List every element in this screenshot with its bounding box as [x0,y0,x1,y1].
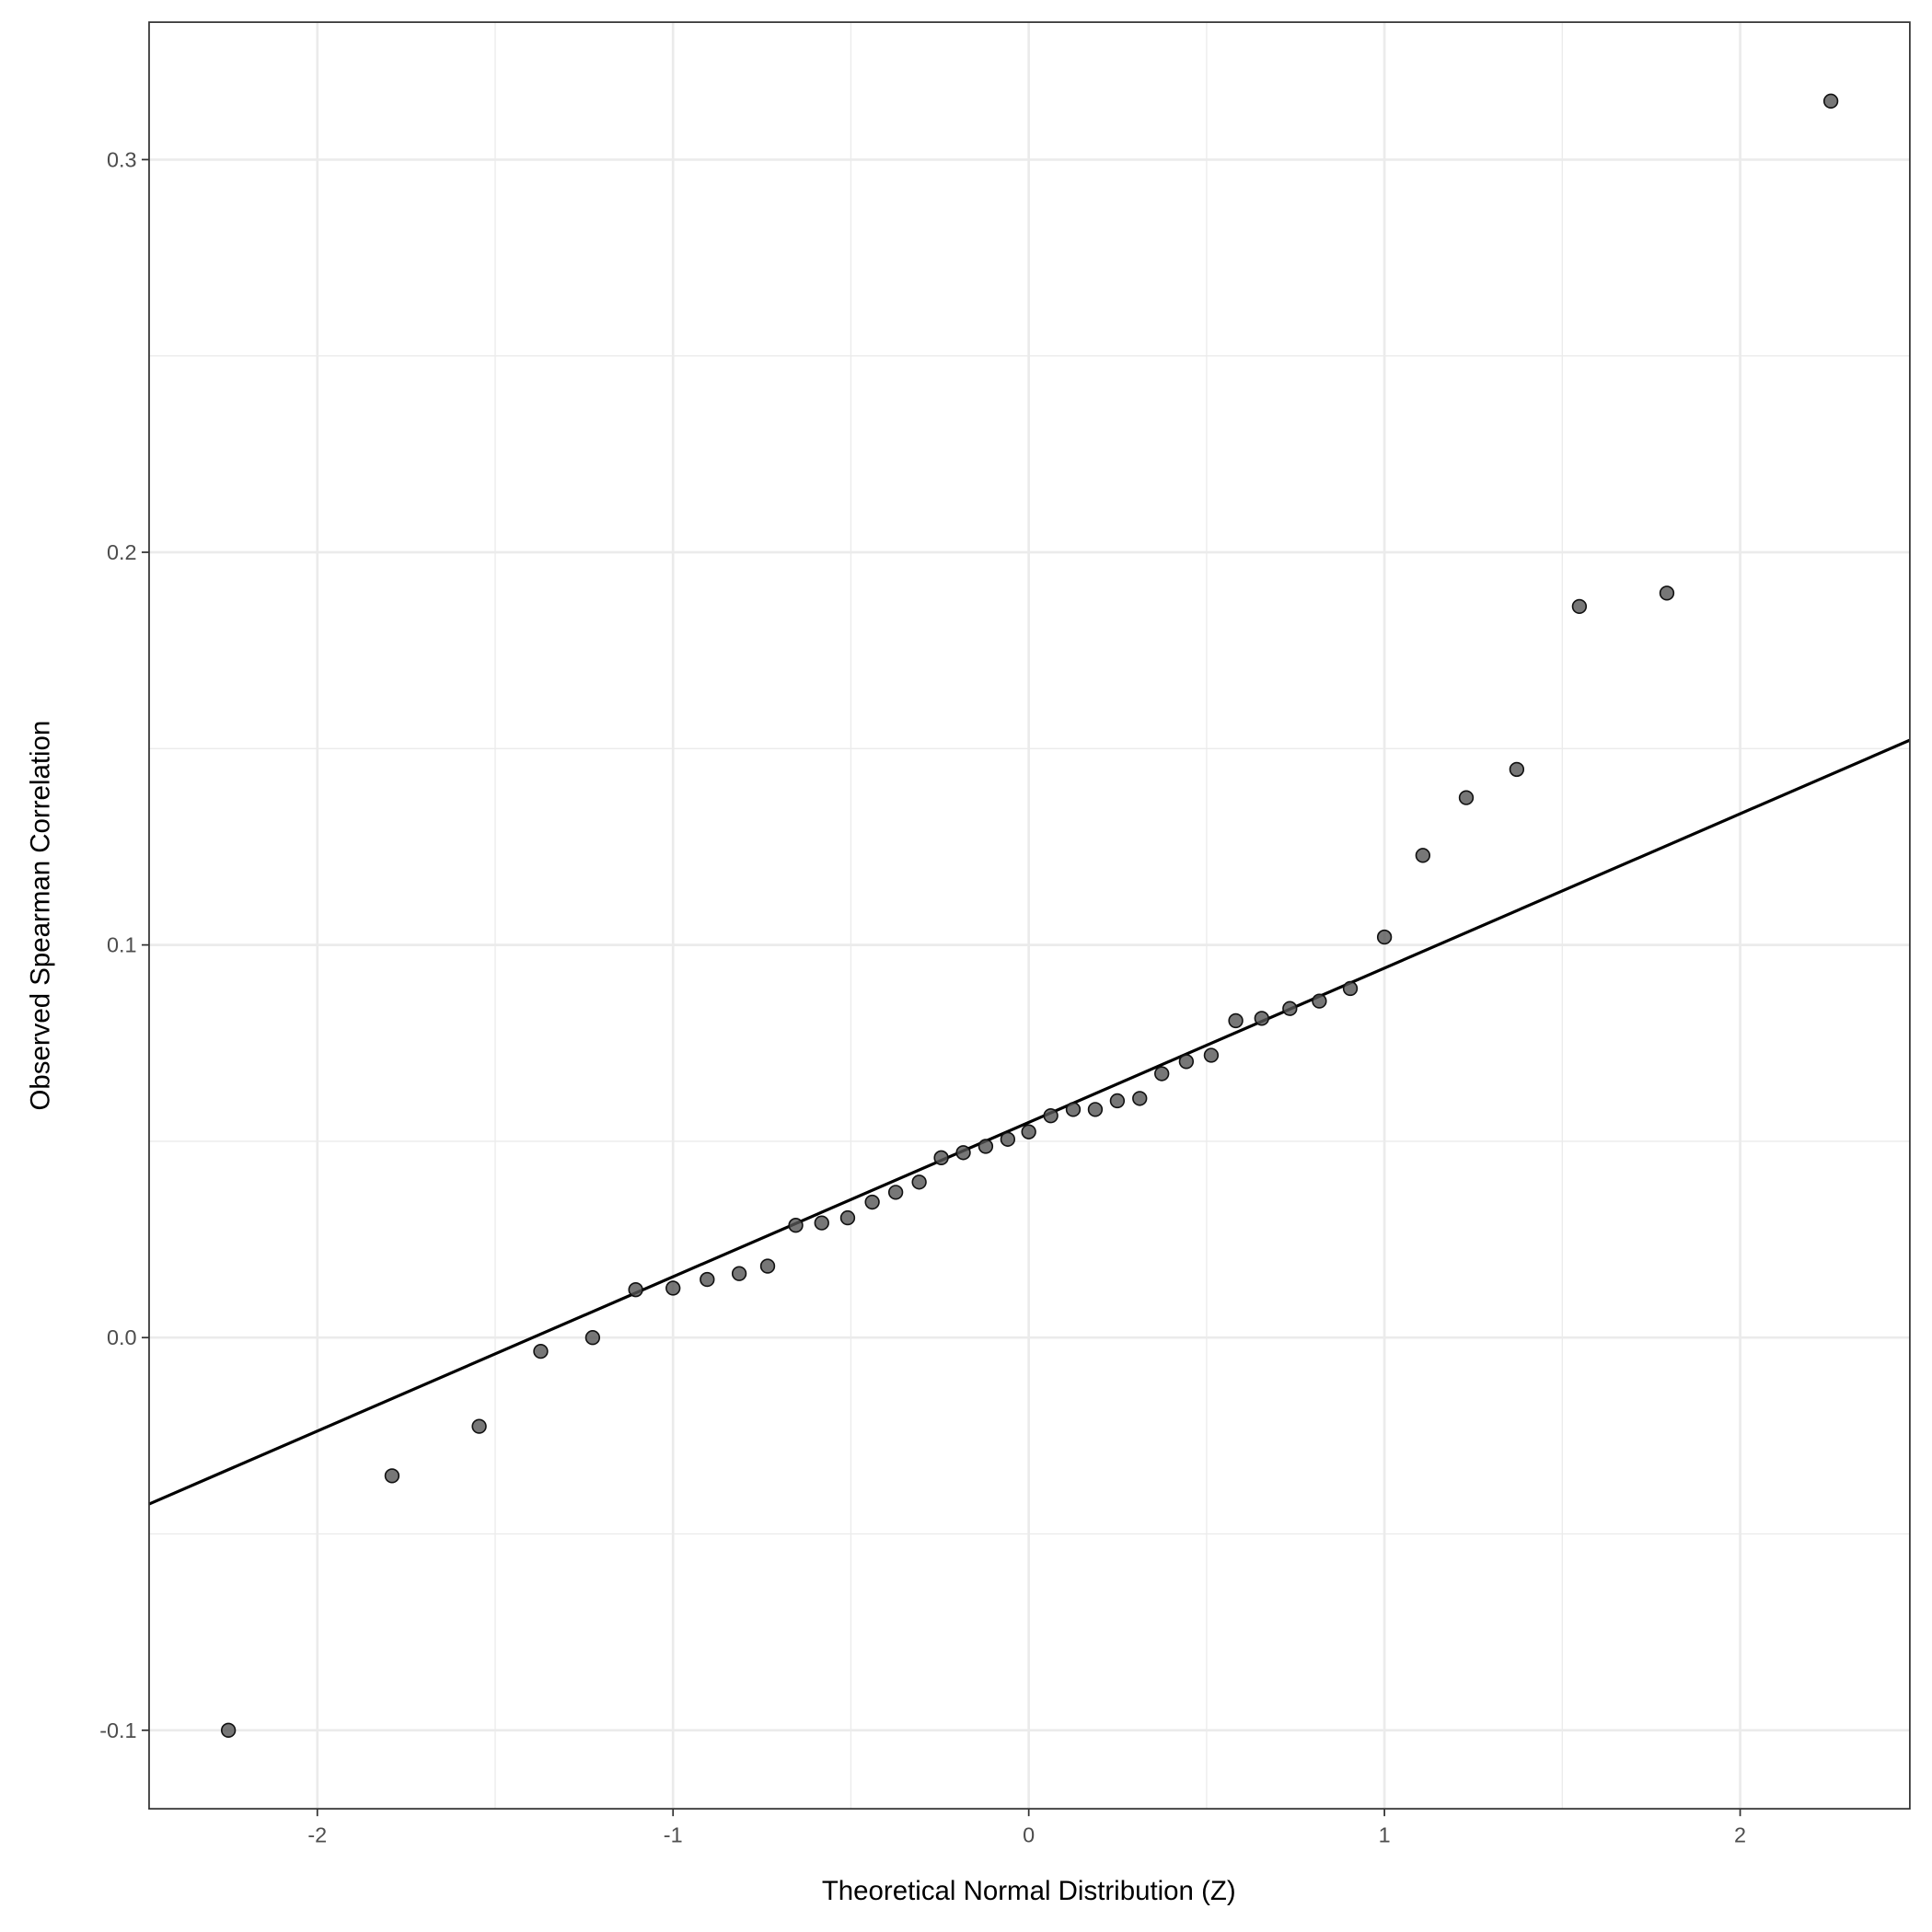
data-point [839,1209,856,1226]
data-point [731,1266,747,1281]
data-point [933,1150,949,1165]
gridlines [148,22,1910,1810]
data-point [384,1468,400,1484]
data-point [665,1280,681,1296]
y-tick-label: 0.1 [107,933,137,957]
data-point [788,1218,804,1233]
data-point [1043,1108,1059,1124]
axis-ticks: -2 -1 0 1 2 -0.1 0.0 0.1 0.2 0.3 [99,147,1746,1846]
y-tick-label: -0.1 [99,1718,136,1742]
data-point [1659,585,1675,601]
reference-line-group [148,738,1911,1506]
y-tick-label: 0.0 [107,1325,137,1349]
data-point [887,1185,904,1200]
data-point [1254,1011,1269,1026]
data-point [700,1271,715,1288]
data-point [533,1343,549,1359]
data-point [628,1282,643,1298]
data-point [1228,1012,1244,1029]
data-point [1822,93,1839,110]
data-point [1203,1047,1220,1063]
x-tick-label: 2 [1734,1822,1746,1846]
y-tick-label: 0.2 [107,540,137,564]
x-tick-label: 1 [1379,1822,1391,1846]
y-axis-title: Observed Spearman Correlation [26,721,56,1111]
data-point [1087,1102,1104,1117]
data-point [1154,1066,1170,1082]
data-point [759,1258,776,1274]
data-point [1109,1093,1126,1109]
data-point [864,1194,880,1210]
data-point [955,1145,971,1161]
data-point [1415,848,1431,863]
x-tick-label: 0 [1023,1822,1035,1846]
x-tick-label: -1 [664,1822,683,1846]
x-axis-title: Theoretical Normal Distribution (Z) [822,1876,1236,1906]
data-point [1571,598,1588,615]
data-point [1178,1054,1195,1070]
y-tick-label: 0.3 [107,147,137,171]
data-point [1282,1001,1298,1016]
data-point [1458,790,1475,805]
data-point [1000,1131,1016,1147]
points-group [220,93,1839,1738]
data-point [978,1139,994,1154]
reference-line [148,738,1911,1506]
data-point [1021,1124,1036,1140]
data-point [1132,1091,1148,1106]
data-point [814,1215,829,1231]
data-point [220,1722,237,1738]
data-point [1509,761,1525,778]
data-point [1342,980,1359,997]
data-point [471,1418,487,1434]
x-tick-label: -2 [307,1822,327,1846]
data-point [1065,1102,1082,1117]
data-point [911,1174,927,1190]
data-point [1376,929,1393,945]
data-point [1312,993,1327,1009]
data-point [584,1330,601,1346]
